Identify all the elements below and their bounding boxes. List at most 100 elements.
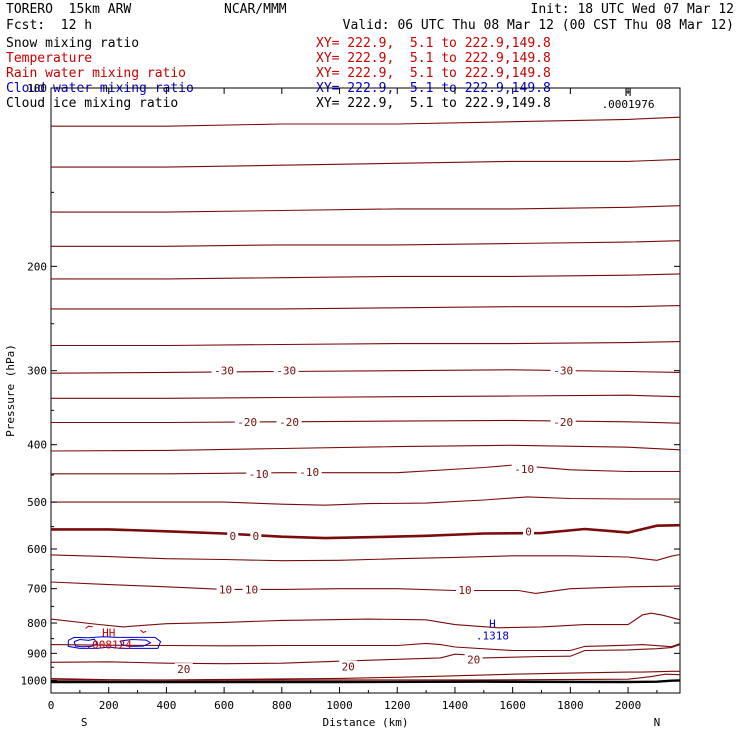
- forecast-hour: Fcst: 12 h: [6, 18, 93, 33]
- isotherm-label: 10: [245, 583, 258, 596]
- x-end-label-north: N: [654, 716, 661, 729]
- isotherm-label-bg: [276, 415, 302, 428]
- isotherm-label: -20: [237, 416, 257, 429]
- rain-water-contour: [85, 625, 93, 629]
- isotherm-label-bg: [234, 415, 260, 428]
- x-tick-label: 0: [48, 699, 55, 712]
- y-tick-label: 800: [27, 617, 47, 630]
- max-marker-symbol: H: [489, 617, 496, 630]
- isotherm-label-bg: [216, 583, 235, 596]
- isotherm-label: 0: [525, 525, 532, 538]
- y-tick-label: 200: [27, 260, 47, 273]
- x-tick-label: 1400: [442, 699, 469, 712]
- isotherm-label: 10: [458, 584, 471, 597]
- isotherm-label: -30: [276, 365, 296, 378]
- isotherm-label: -30: [214, 365, 234, 378]
- rain-water-contour: [140, 629, 147, 634]
- max-marker-value: .0001976: [602, 98, 655, 111]
- isotherm-line: [51, 496, 680, 506]
- isotherm-line: [50, 673, 681, 681]
- field-xy: XY= 222.9, 5.1 to 222.9,149.8: [316, 51, 551, 66]
- y-tick-label: 100: [27, 82, 47, 95]
- isotherm-line: [51, 240, 681, 247]
- y-tick-label: 400: [27, 439, 47, 452]
- isotherm-line: [51, 205, 681, 213]
- isotherm-label: 20: [177, 663, 190, 676]
- x-tick-label: 800: [272, 699, 292, 712]
- y-axis-title: Pressure (hPa): [4, 344, 17, 437]
- isotherm-line: [51, 116, 681, 127]
- max-marker-value: .1318: [476, 629, 509, 642]
- valid-time: Valid: 06 UTC Thu 08 Mar 12 (00 CST Thu …: [342, 18, 734, 33]
- isotherm-label-bg: [296, 466, 322, 479]
- isotherm-label: -30: [553, 365, 573, 378]
- field-xy: XY= 222.9, 5.1 to 222.9,149.8: [316, 36, 551, 51]
- cloud-water-contour: [67, 636, 162, 649]
- isotherm-label-bg: [511, 463, 537, 476]
- isotherm-label: -10: [514, 463, 534, 476]
- field-label: Snow mixing ratio: [6, 36, 140, 51]
- isotherm-line: [50, 612, 681, 629]
- y-tick-label: 500: [27, 496, 47, 509]
- isotherm-line: [51, 305, 681, 310]
- field-xy: XY= 222.9, 5.1 to 222.9,149.8: [316, 96, 551, 111]
- ground-line: [51, 679, 681, 684]
- isotherm-label-bg: [456, 583, 475, 596]
- isotherm-label: 20: [342, 660, 355, 673]
- isotherm-line: [51, 341, 681, 347]
- cloud-water-contour: [119, 638, 152, 647]
- isotherm-label-bg: [550, 364, 576, 377]
- isotherm-label: -10: [299, 466, 319, 479]
- isotherm-label-bg: [211, 364, 237, 377]
- isotherm-label-bg: [246, 467, 272, 480]
- y-tick-label: 900: [27, 647, 47, 660]
- x-end-label-south: S: [81, 716, 88, 729]
- x-tick-label: 1800: [557, 699, 584, 712]
- isotherm-label-bg: [250, 529, 262, 542]
- isotherm-line: [50, 369, 681, 374]
- max-marker-value: .008124: [86, 638, 133, 651]
- organization: NCAR/MMM: [224, 2, 287, 17]
- isotherm-label-bg: [273, 364, 299, 377]
- x-tick-label: 200: [99, 699, 119, 712]
- x-tick-label: 600: [214, 699, 234, 712]
- y-tick-label: 600: [27, 543, 47, 556]
- isotherm-line: [50, 581, 681, 594]
- field-label: Rain water mixing ratio: [6, 66, 187, 81]
- isotherm-label-bg: [523, 525, 535, 538]
- x-tick-label: 2000: [615, 699, 642, 712]
- isotherm-line: [50, 553, 681, 562]
- isotherm-line: [51, 419, 681, 424]
- isotherm-line: [50, 670, 680, 681]
- isotherm-line: [51, 464, 680, 475]
- isotherm-label-bg: [242, 583, 261, 596]
- isotherm-label: -20: [553, 416, 573, 429]
- x-tick-label: 400: [156, 699, 176, 712]
- isotherm-label: 20: [467, 653, 480, 666]
- field-label: Cloud ice mixing ratio: [6, 96, 179, 111]
- isotherm-label: -10: [249, 468, 269, 481]
- isotherm-label-bg: [464, 653, 483, 666]
- isotherm-line: [50, 444, 681, 452]
- max-marker-symbol: HH: [102, 626, 115, 639]
- field-xy: XY= 222.9, 5.1 to 222.9,149.8: [316, 66, 551, 81]
- isotherm-label-bg: [174, 663, 193, 676]
- field-label: Temperature: [6, 51, 93, 66]
- isotherm-freezing-level: [51, 523, 681, 540]
- y-tick-label: 1000: [21, 674, 48, 687]
- x-tick-label: 1000: [326, 699, 353, 712]
- x-tick-label: 1200: [384, 699, 411, 712]
- model-name: TORERO 15km ARW: [6, 2, 132, 17]
- isotherm-label: 10: [219, 583, 232, 596]
- isotherm-label-bg: [227, 529, 239, 542]
- isotherm-line: [51, 273, 681, 280]
- x-tick-label: 1600: [499, 699, 526, 712]
- init-time: Init: 18 UTC Wed 07 Mar 12: [530, 2, 735, 17]
- isotherm-label: 0: [253, 530, 260, 543]
- isotherm-line: [50, 642, 681, 652]
- isotherm-label: 0: [229, 530, 236, 543]
- isotherm-line: [51, 394, 681, 399]
- isotherm-line: [50, 644, 681, 665]
- isotherm-label: -20: [279, 416, 299, 429]
